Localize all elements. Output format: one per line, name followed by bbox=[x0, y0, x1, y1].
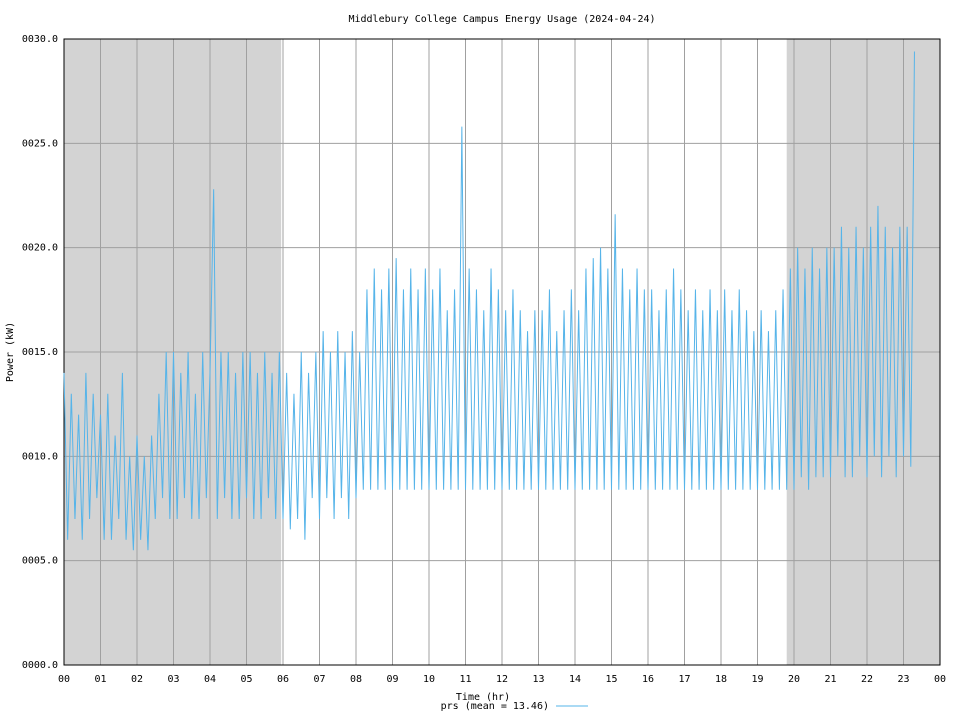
y-axis-label: Power (kW) bbox=[5, 322, 16, 382]
x-tick-label: 16 bbox=[642, 674, 654, 685]
legend-label: prs (mean = 13.46) bbox=[441, 701, 549, 712]
data-line bbox=[63, 51, 915, 551]
x-tick-label: 12 bbox=[496, 674, 508, 685]
x-tick-label: 08 bbox=[350, 674, 362, 685]
y-tick-label: 0010.0 bbox=[22, 451, 58, 462]
y-tick-label: 0020.0 bbox=[22, 243, 58, 254]
x-tick-label: 22 bbox=[861, 674, 873, 685]
x-tick-label: 01 bbox=[94, 674, 106, 685]
y-tick-label: 0025.0 bbox=[22, 138, 58, 149]
x-tick-label: 11 bbox=[459, 674, 471, 685]
x-tick-label: 15 bbox=[605, 674, 617, 685]
x-tick-label: 23 bbox=[897, 674, 909, 685]
x-tick-label: 17 bbox=[678, 674, 690, 685]
x-axis-label: Time (hr) bbox=[456, 692, 510, 703]
x-tick-label: 13 bbox=[532, 674, 544, 685]
x-tick-label: 03 bbox=[167, 674, 179, 685]
x-tick-label: 19 bbox=[751, 674, 763, 685]
x-tick-label: 09 bbox=[386, 674, 398, 685]
x-tick-label: 00 bbox=[934, 674, 946, 685]
y-tick-label: 0005.0 bbox=[22, 556, 58, 567]
x-tick-label: 18 bbox=[715, 674, 727, 685]
y-tick-label: 0000.0 bbox=[22, 660, 58, 671]
plot-frame bbox=[63, 38, 941, 666]
x-tick-label: 00 bbox=[58, 674, 70, 685]
x-tick-label: 05 bbox=[240, 674, 252, 685]
chart-title: Middlebury College Campus Energy Usage (… bbox=[348, 14, 655, 25]
y-tick-label: 0015.0 bbox=[22, 347, 58, 358]
x-tick-label: 14 bbox=[569, 674, 581, 685]
x-tick-label: 21 bbox=[824, 674, 836, 685]
x-tick-label: 20 bbox=[788, 674, 800, 685]
x-tick-label: 07 bbox=[313, 674, 325, 685]
y-tick-label: 0030.0 bbox=[22, 34, 58, 45]
x-tick-label: 02 bbox=[131, 674, 143, 685]
x-tick-label: 06 bbox=[277, 674, 289, 685]
x-tick-label: 10 bbox=[423, 674, 435, 685]
x-tick-label: 04 bbox=[204, 674, 216, 685]
